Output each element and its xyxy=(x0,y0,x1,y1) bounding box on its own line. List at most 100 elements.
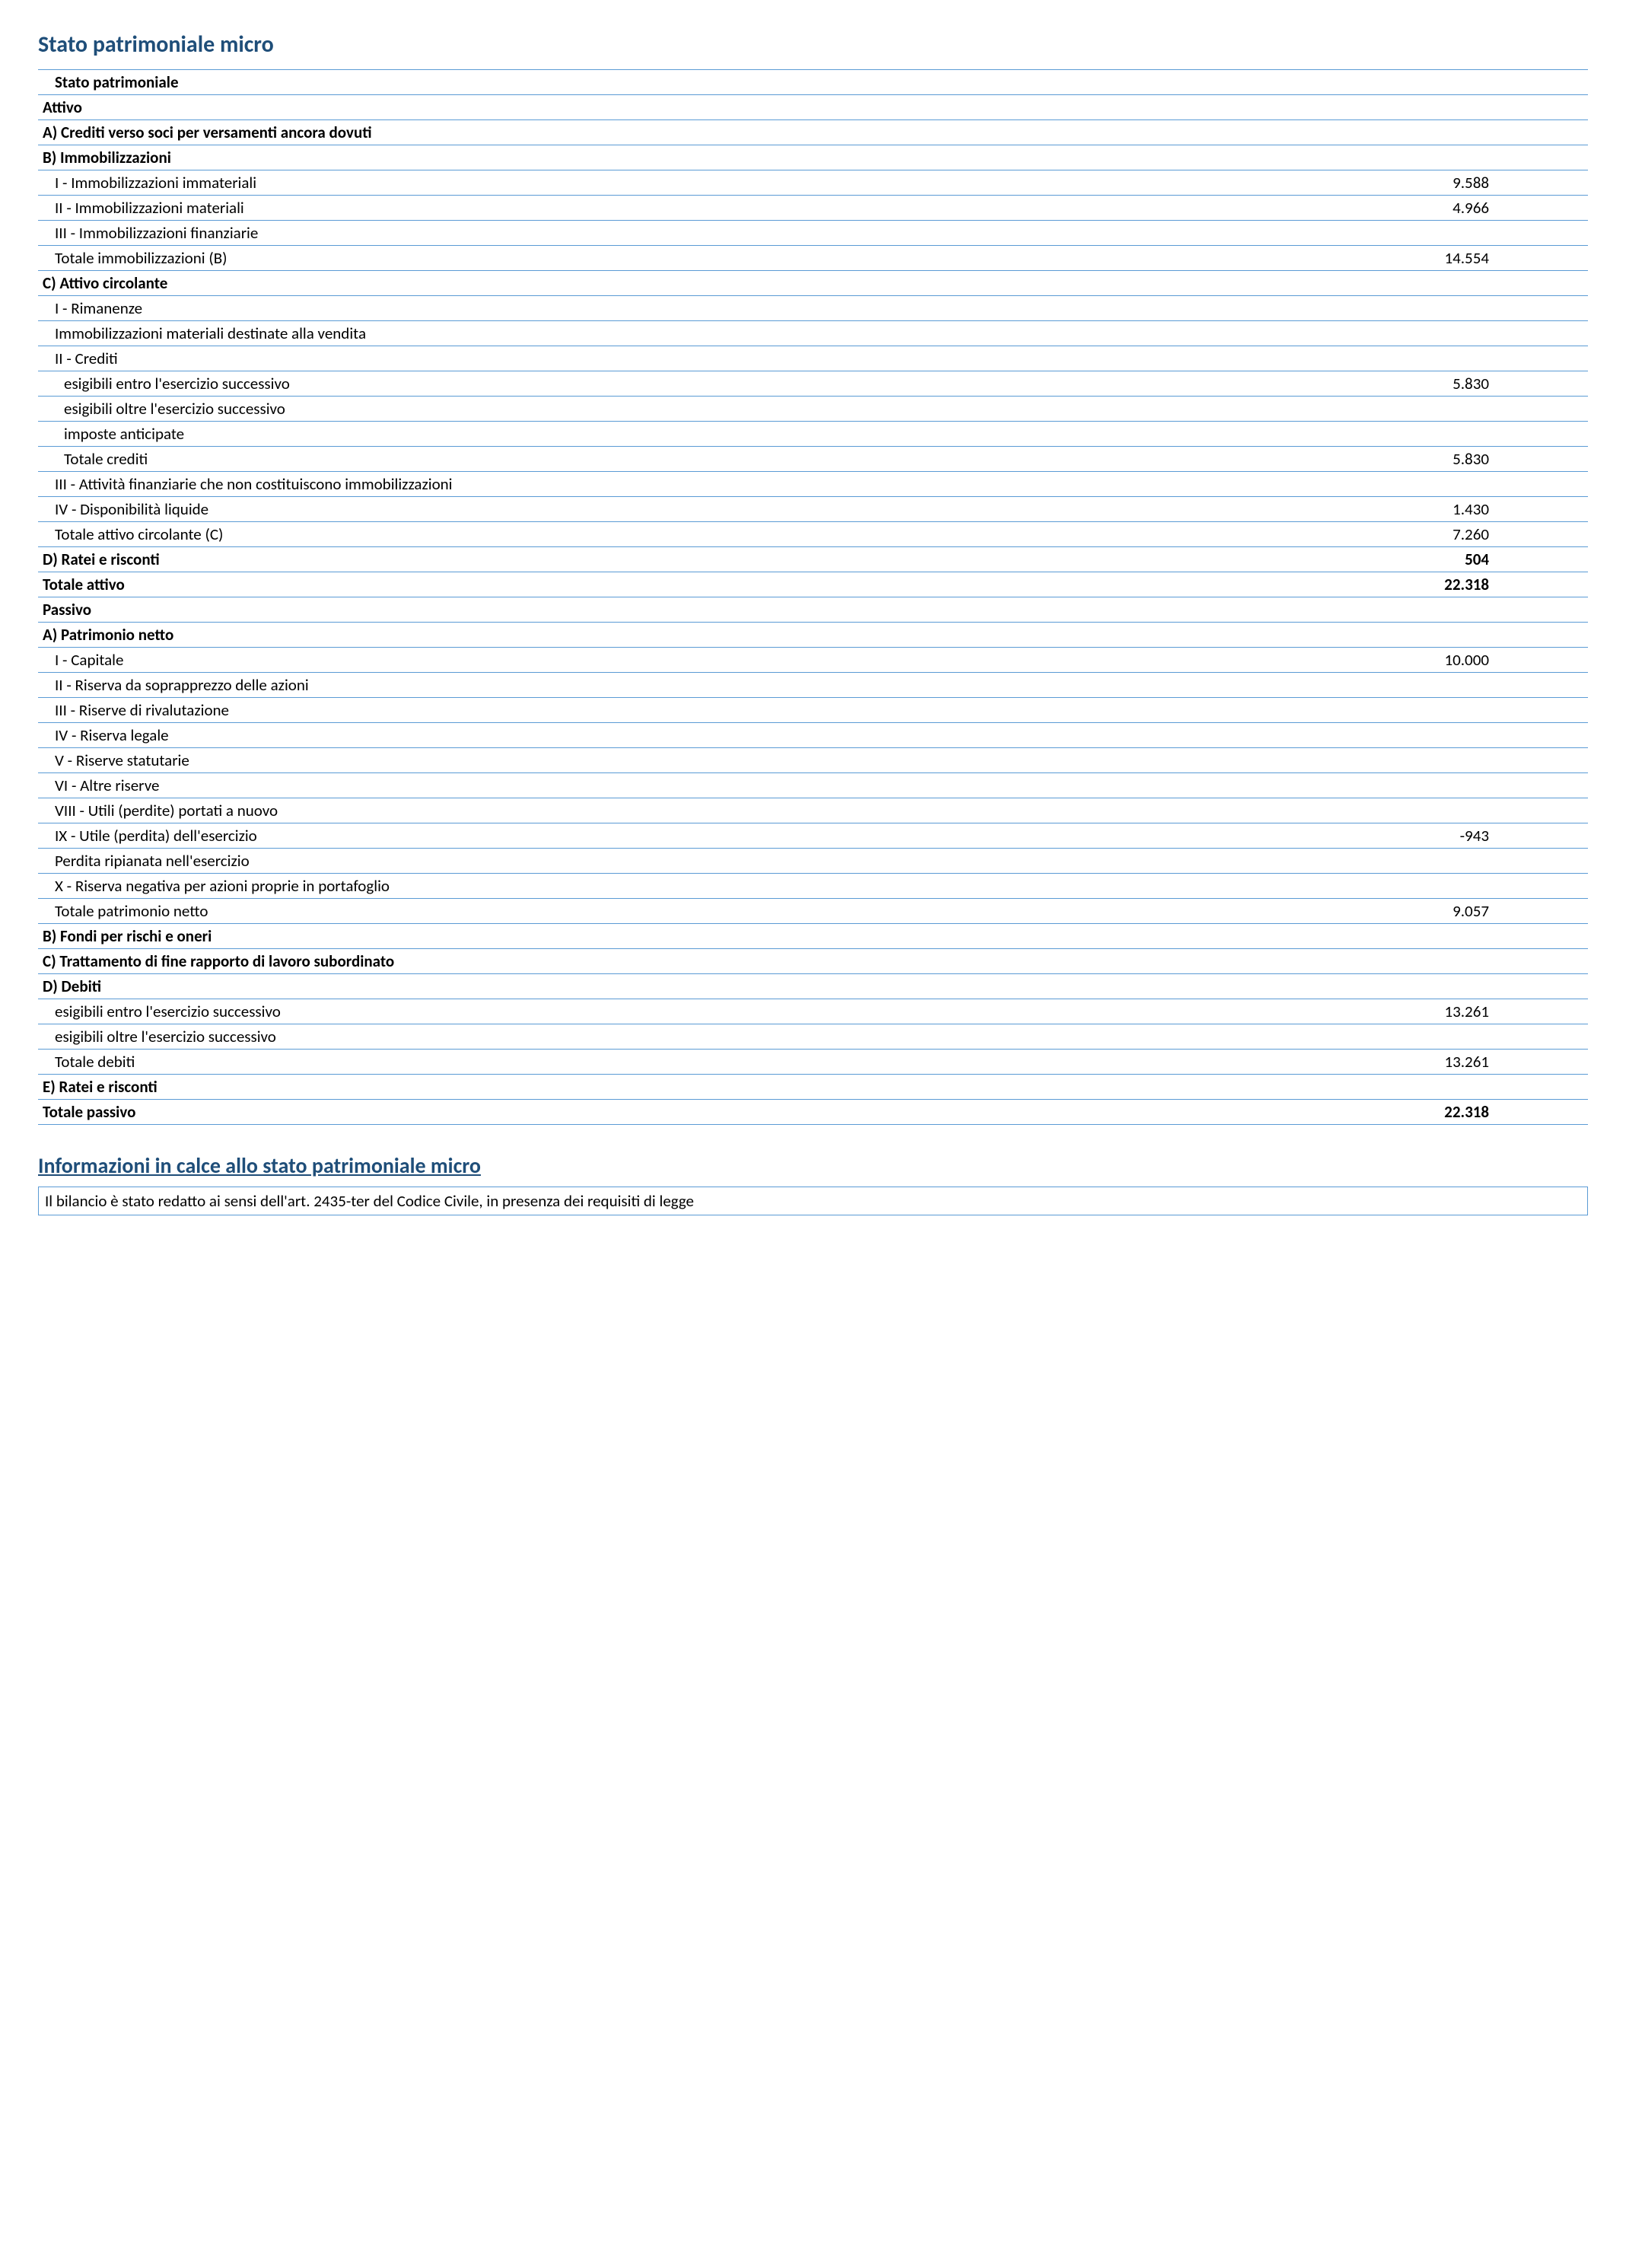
row-label: esigibili oltre l'esercizio successivo xyxy=(38,399,1421,419)
footer-heading: Informazioni in calce allo stato patrimo… xyxy=(38,1152,1588,1179)
row-label: IV - Riserva legale xyxy=(38,725,1421,745)
row-label: Totale attivo xyxy=(38,575,1421,594)
table-row: IX - Utile (perdita) dell'esercizio-943 xyxy=(38,823,1588,849)
row-value: 504 xyxy=(1421,549,1588,569)
row-value: 22.318 xyxy=(1421,1102,1588,1122)
table-row: esigibili entro l'esercizio successivo13… xyxy=(38,999,1588,1024)
page-title: Stato patrimoniale micro xyxy=(38,30,1588,59)
row-label: Totale immobilizzazioni (B) xyxy=(38,248,1421,268)
table-row: I - Immobilizzazioni immateriali9.588 xyxy=(38,170,1588,196)
table-row: esigibili oltre l'esercizio successivo xyxy=(38,1024,1588,1050)
table-row: III - Immobilizzazioni finanziarie xyxy=(38,221,1588,246)
table-row: Totale patrimonio netto9.057 xyxy=(38,899,1588,924)
table-row: Totale crediti5.830 xyxy=(38,447,1588,472)
table-row: I - Rimanenze xyxy=(38,296,1588,321)
table-row: C) Trattamento di fine rapporto di lavor… xyxy=(38,949,1588,974)
table-row: Attivo xyxy=(38,95,1588,120)
row-label: VI - Altre riserve xyxy=(38,776,1421,795)
row-label: IV - Disponibilità liquide xyxy=(38,499,1421,519)
row-value: 5.830 xyxy=(1421,449,1588,469)
table-row: B) Fondi per rischi e oneri xyxy=(38,924,1588,949)
balance-sheet-table: Stato patrimoniale Attivo A) Crediti verso… xyxy=(38,69,1588,1125)
row-label: Passivo xyxy=(38,600,1421,620)
row-label: Totale patrimonio netto xyxy=(38,901,1421,921)
table-row: I - Capitale10.000 xyxy=(38,648,1588,673)
table-row: V - Riserve statutarie xyxy=(38,748,1588,773)
row-label: esigibili entro l'esercizio successivo xyxy=(38,1002,1421,1021)
row-label: E) Ratei e risconti xyxy=(38,1077,1421,1097)
table-row: imposte anticipate xyxy=(38,422,1588,447)
row-label: imposte anticipate xyxy=(38,424,1421,444)
row-label: B) Fondi per rischi e oneri xyxy=(38,926,1421,946)
table-row: II - Riserva da soprapprezzo delle azion… xyxy=(38,673,1588,698)
row-label: III - Riserve di rivalutazione xyxy=(38,700,1421,720)
row-label: D) Ratei e risconti xyxy=(38,549,1421,569)
row-value: 10.000 xyxy=(1421,650,1588,670)
row-label: A) Crediti verso soci per versamenti anc… xyxy=(38,123,1421,142)
row-value: 1.430 xyxy=(1421,499,1588,519)
row-value: 5.830 xyxy=(1421,374,1588,393)
row-value: 4.966 xyxy=(1421,198,1588,218)
table-row: IV - Disponibilità liquide1.430 xyxy=(38,497,1588,522)
row-label: Attivo xyxy=(38,97,1421,117)
row-label: Stato patrimoniale xyxy=(38,72,1421,92)
table-row: Totale debiti13.261 xyxy=(38,1050,1588,1075)
row-value: 22.318 xyxy=(1421,575,1588,594)
row-label: esigibili entro l'esercizio successivo xyxy=(38,374,1421,393)
row-label: Totale crediti xyxy=(38,449,1421,469)
table-row: X - Riserva negativa per azioni proprie … xyxy=(38,874,1588,899)
row-value: 14.554 xyxy=(1421,248,1588,268)
table-row: A) Patrimonio netto xyxy=(38,623,1588,648)
row-label: I - Rimanenze xyxy=(38,298,1421,318)
row-label: Totale debiti xyxy=(38,1052,1421,1072)
table-row: III - Riserve di rivalutazione xyxy=(38,698,1588,723)
row-label: I - Capitale xyxy=(38,650,1421,670)
table-row: Totale immobilizzazioni (B)14.554 xyxy=(38,246,1588,271)
row-label: esigibili oltre l'esercizio successivo xyxy=(38,1027,1421,1046)
row-value: 9.588 xyxy=(1421,173,1588,193)
table-row: A) Crediti verso soci per versamenti anc… xyxy=(38,120,1588,145)
table-row: II - Immobilizzazioni materiali4.966 xyxy=(38,196,1588,221)
table-row: VIII - Utili (perdite) portati a nuovo xyxy=(38,798,1588,823)
row-value: 7.260 xyxy=(1421,524,1588,544)
row-label: Totale attivo circolante (C) xyxy=(38,524,1421,544)
row-value: 13.261 xyxy=(1421,1052,1588,1072)
row-label: Immobilizzazioni materiali destinate all… xyxy=(38,323,1421,343)
table-row: B) Immobilizzazioni xyxy=(38,145,1588,170)
table-row: Stato patrimoniale xyxy=(38,69,1588,95)
table-row: E) Ratei e risconti xyxy=(38,1075,1588,1100)
row-label: Totale passivo xyxy=(38,1102,1421,1122)
table-row: Totale passivo22.318 xyxy=(38,1100,1588,1125)
table-row: Totale attivo22.318 xyxy=(38,572,1588,597)
row-label: D) Debiti xyxy=(38,976,1421,996)
table-row: D) Ratei e risconti504 xyxy=(38,547,1588,572)
row-label: A) Patrimonio netto xyxy=(38,625,1421,645)
row-label: VIII - Utili (perdite) portati a nuovo xyxy=(38,801,1421,820)
table-row: Perdita ripianata nell'esercizio xyxy=(38,849,1588,874)
row-label: X - Riserva negativa per azioni proprie … xyxy=(38,876,1421,896)
table-row: Passivo xyxy=(38,597,1588,623)
table-row: C) Attivo circolante xyxy=(38,271,1588,296)
row-value: 13.261 xyxy=(1421,1002,1588,1021)
footer-paragraph: Il bilancio è stato redatto ai sensi del… xyxy=(38,1187,1588,1215)
row-label: II - Riserva da soprapprezzo delle azion… xyxy=(38,675,1421,695)
row-label: Perdita ripianata nell'esercizio xyxy=(38,851,1421,871)
table-row: esigibili entro l'esercizio successivo5.… xyxy=(38,371,1588,397)
row-label: II - Crediti xyxy=(38,349,1421,368)
table-row: D) Debiti xyxy=(38,974,1588,999)
row-label: III - Attività finanziarie che non costi… xyxy=(38,474,1421,494)
table-row: esigibili oltre l'esercizio successivo xyxy=(38,397,1588,422)
row-label: I - Immobilizzazioni immateriali xyxy=(38,173,1421,193)
row-label: C) Trattamento di fine rapporto di lavor… xyxy=(38,951,1421,971)
row-label: C) Attivo circolante xyxy=(38,273,1421,293)
row-label: III - Immobilizzazioni finanziarie xyxy=(38,223,1421,243)
row-value: 9.057 xyxy=(1421,901,1588,921)
table-row: VI - Altre riserve xyxy=(38,773,1588,798)
table-row: Totale attivo circolante (C)7.260 xyxy=(38,522,1588,547)
row-value: -943 xyxy=(1421,826,1588,846)
row-label: IX - Utile (perdita) dell'esercizio xyxy=(38,826,1421,846)
row-label: II - Immobilizzazioni materiali xyxy=(38,198,1421,218)
table-row: III - Attività finanziarie che non costi… xyxy=(38,472,1588,497)
table-row: IV - Riserva legale xyxy=(38,723,1588,748)
table-row: Immobilizzazioni materiali destinate all… xyxy=(38,321,1588,346)
